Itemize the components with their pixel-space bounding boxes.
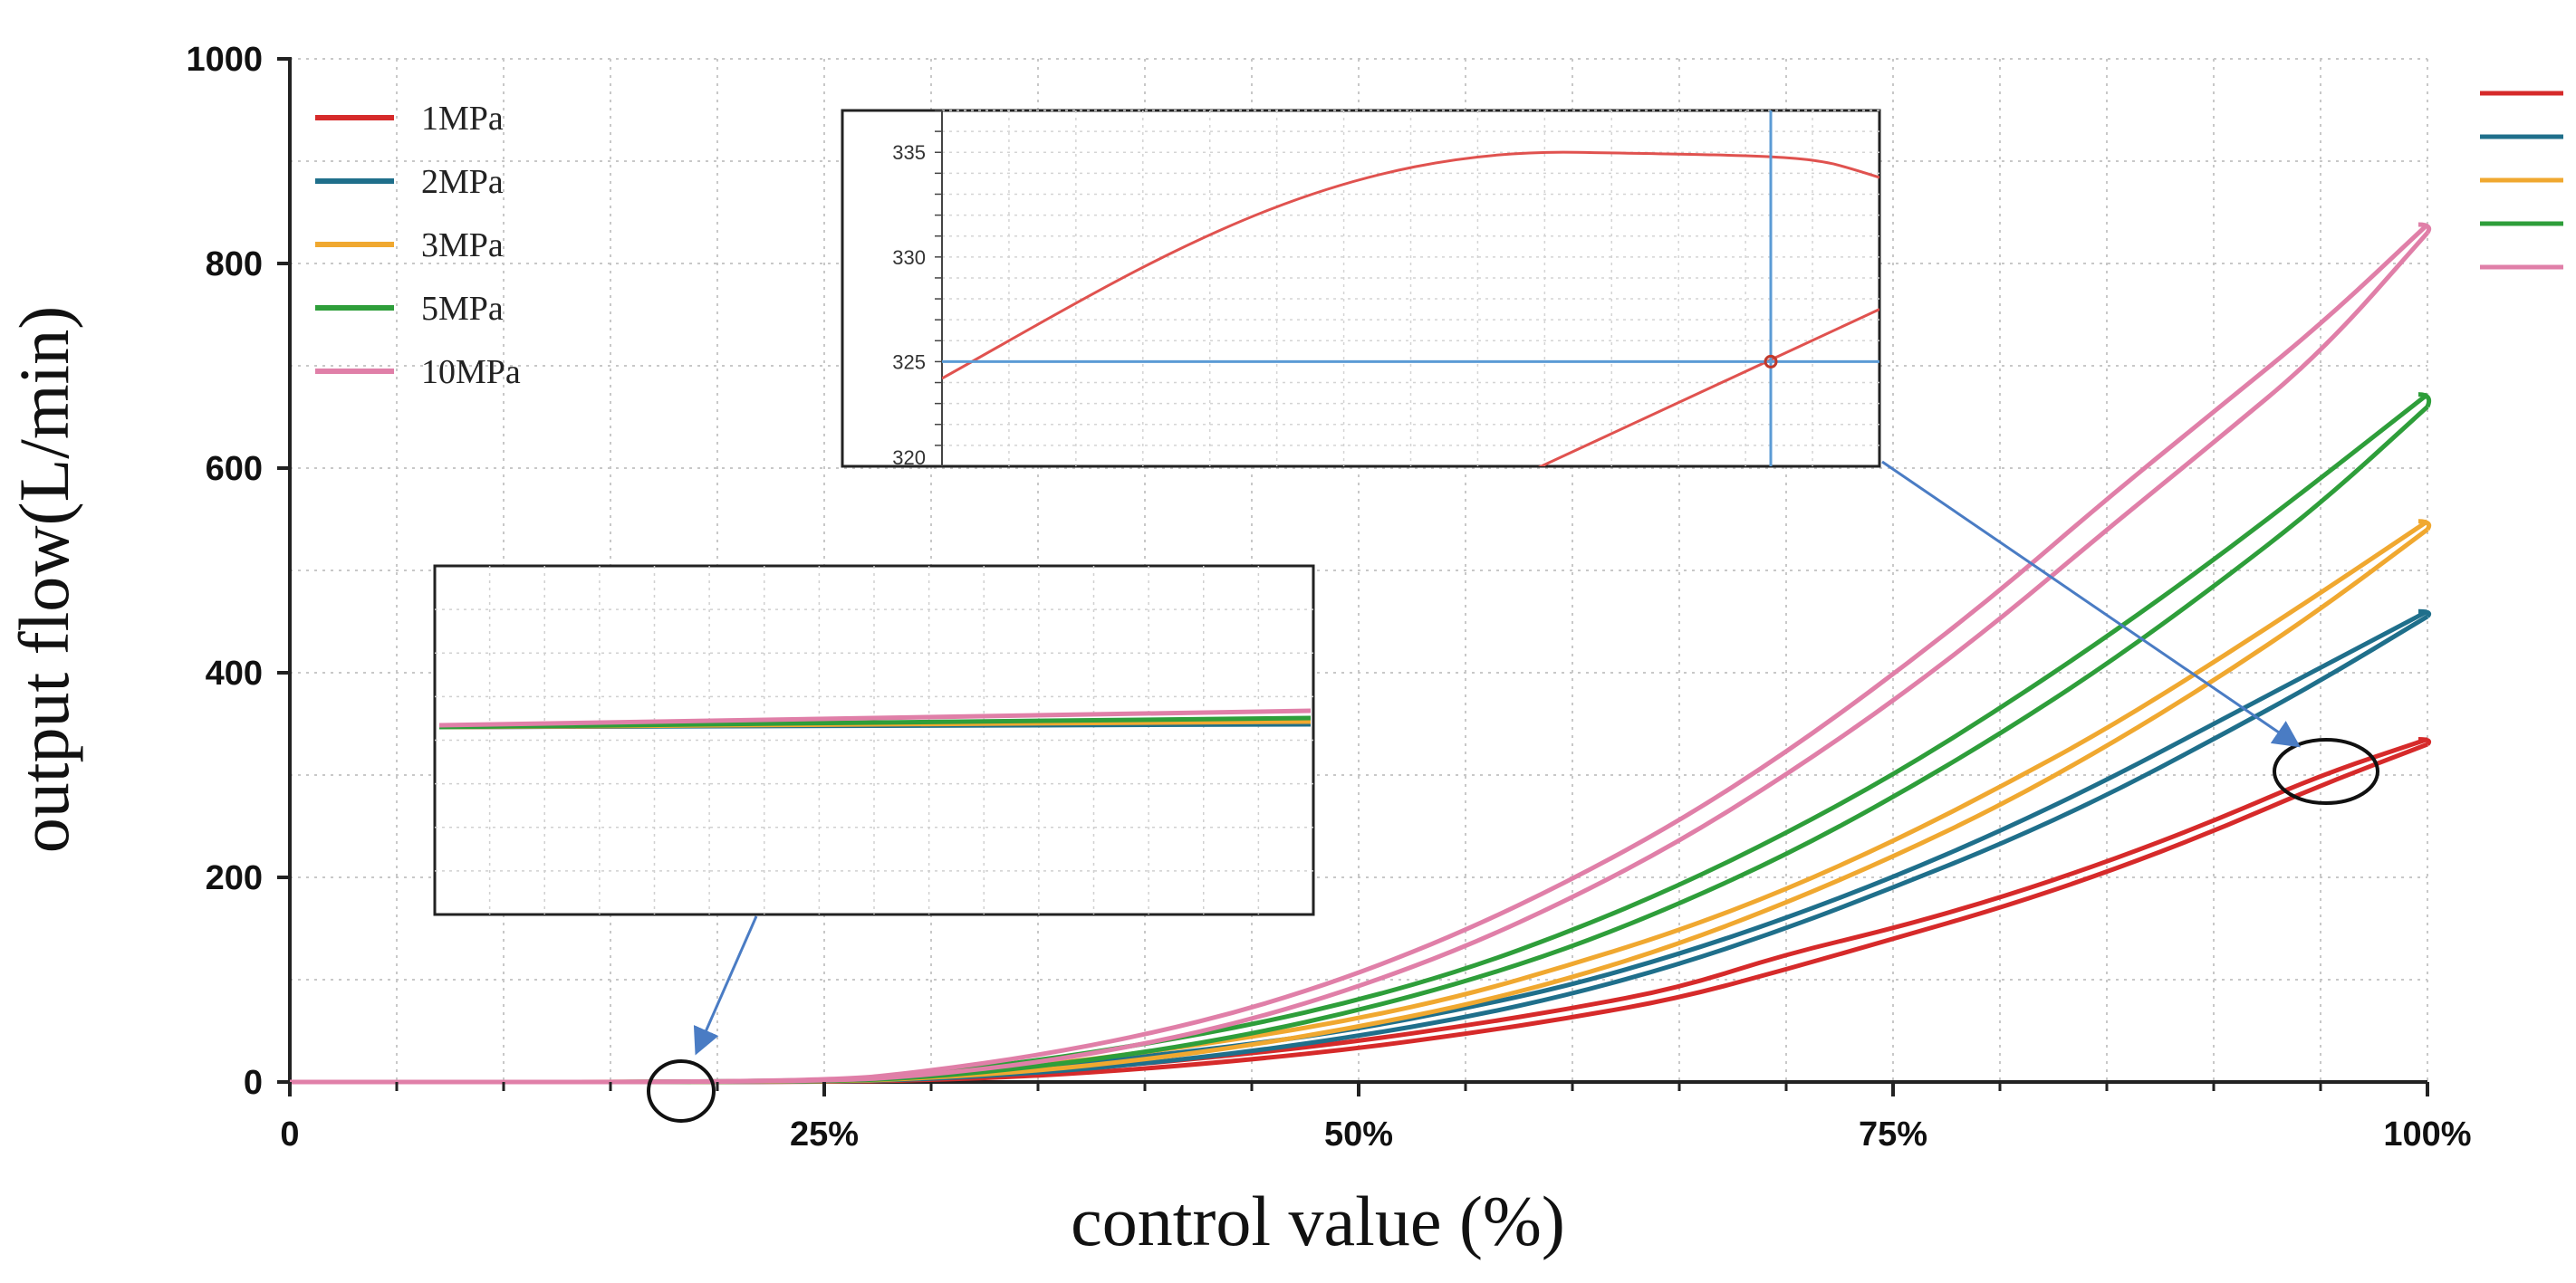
- annotations: [647, 460, 2379, 1123]
- inset-top-frame: [841, 109, 1881, 468]
- series-loop-end-5MPa: [2417, 392, 2432, 408]
- legend-label-2MPa: 2MPa: [421, 163, 504, 201]
- inset-top-curves: [942, 150, 1879, 466]
- legend-label-10MPa: 10MPa: [421, 353, 521, 391]
- series-line-10MPa-falling: [289, 231, 2429, 1085]
- x-tick-label: 25%: [790, 1115, 859, 1154]
- inset-top-curve-rising: [942, 150, 1879, 380]
- series-loop-end-2MPa: [2417, 608, 2432, 618]
- y-axis-title: output flow(L/min): [5, 306, 83, 853]
- arrow-to-low-circle: [693, 915, 758, 1056]
- x-axis-title: control value (%): [1071, 1182, 1565, 1260]
- x-tick-label: 100%: [2383, 1115, 2471, 1154]
- inset-left-line-10MPa: [438, 708, 1312, 728]
- y-tick-label: 800: [206, 245, 263, 283]
- inset-peak-detail: 320 325 330 335: [841, 109, 1881, 469]
- legend-label-3MPa: 3MPa: [421, 226, 504, 264]
- inset-top-tick-label: 325: [892, 350, 926, 373]
- inset-top-curve-falling: [1537, 308, 1879, 466]
- legend: 1MPa 2MPa 3MPa 5MPa 10MPa: [315, 100, 521, 391]
- highlight-circle-peak: [2273, 738, 2379, 805]
- y-tick-label: 0: [244, 1064, 263, 1102]
- y-tick-label: 200: [206, 859, 263, 897]
- inset-top-tick-label: 320: [892, 446, 926, 469]
- inset-top-tick-label: 335: [892, 141, 926, 164]
- y-tick-label: 1000: [186, 41, 263, 79]
- legend-label-5MPa: 5MPa: [421, 290, 504, 328]
- series-loop-end-3MPa: [2417, 519, 2432, 531]
- y-tick-label: 600: [206, 450, 263, 488]
- series-group: [289, 222, 2432, 1085]
- series-loop-end-1MPa: [2417, 736, 2432, 746]
- inset-top-tick-label: 330: [892, 246, 926, 269]
- inset-top-crosshair-marker: [1764, 354, 1778, 369]
- arrow-to-peak-circle: [1881, 460, 2301, 748]
- y-tick-label: 400: [206, 655, 263, 693]
- ticks-group: 0 200 400 600 800 1000 0 25% 50% 75% 100%: [186, 41, 2471, 1154]
- x-tick-label: 0: [280, 1115, 299, 1154]
- legend-duplicate-swatches: [2480, 91, 2563, 270]
- highlight-circle-low: [647, 1059, 716, 1123]
- x-tick-label: 50%: [1324, 1115, 1393, 1154]
- series-loop-end-10MPa: [2417, 222, 2432, 235]
- inset-left-line-5MPa: [438, 715, 1312, 730]
- inset-low-flow: [433, 564, 1315, 916]
- x-tick-label: 75%: [1859, 1115, 1927, 1154]
- legend-label-1MPa: 1MPa: [421, 100, 504, 138]
